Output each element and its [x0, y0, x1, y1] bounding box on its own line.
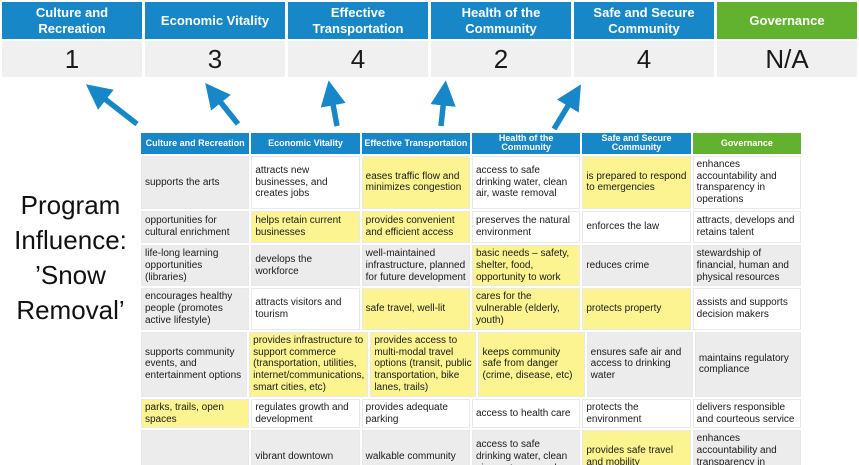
summary-header-safe-and-secure-community: Safe and Secure Community [574, 2, 714, 39]
matrix-cell-r6c2: regulates growth and development [251, 398, 360, 429]
matrix-cell-r7c4: access to safe drinking water, clean air… [472, 430, 581, 465]
matrix-header-culture-and-recreation: Culture and Recreation [141, 133, 250, 154]
matrix-cell-r2c4: preserves the natural environment [472, 211, 581, 244]
table-row: supports community events, and entertain… [141, 331, 801, 397]
matrix-cell-r4c2: attracts visitors and tourism [251, 288, 360, 330]
table-row: supports the arts attracts new businesses… [141, 155, 801, 210]
summary-header-governance: Governance [717, 2, 857, 39]
summary-header-culture-and-recreation: Culture and Recreation [2, 2, 142, 39]
matrix-header-safe-and-secure-community: Safe and Secure Community [582, 133, 691, 154]
summary-score-culture-and-recreation: 1 [2, 41, 142, 77]
arrow-up-icon [320, 80, 346, 127]
table-row: parks, trails, open spaces regulates grow… [141, 398, 801, 429]
matrix-cell-r2c5: enforces the law [582, 211, 691, 244]
summary-header-effective-transportation: Effective Transportation [288, 2, 428, 39]
matrix-cell-r5c6: maintains regulatory compliance [694, 331, 801, 397]
arrow-up-icon [205, 82, 241, 126]
summary-header-economic-vitality: Economic Vitality [145, 2, 285, 39]
matrix-cell-r2c1: opportunities for cultural enrichment [141, 211, 250, 244]
summary-band: Culture and Recreation Economic Vitality E… [2, 2, 857, 77]
matrix-cell-r5c5: ensures safe air and access to drinking … [586, 331, 693, 397]
arrow-up-icon [551, 84, 581, 131]
summary-score-economic-vitality: 3 [145, 41, 285, 77]
matrix-cell-r7c5: provides safe travel and mobility [582, 430, 691, 465]
matrix-cell-r3c5: reduces crime [582, 245, 691, 287]
matrix-cell-r1c4: access to safe drinking water, clean air… [472, 155, 581, 210]
summary-score-health-of-the-community: 2 [431, 41, 571, 77]
matrix-cell-r6c6: delivers responsible and courteous servi… [692, 398, 801, 429]
matrix-cell-r4c6: assists and supports decision makers [692, 288, 801, 330]
matrix-cell-r3c6: stewardship of financial, human and phys… [692, 245, 801, 287]
arrow-up-icon [85, 84, 139, 127]
matrix-header-governance: Governance [692, 133, 801, 154]
matrix-header-row: Culture and Recreation Economic Vitality E… [141, 133, 801, 154]
matrix-cell-r7c1 [141, 430, 250, 465]
matrix-cell-r2c3: provides convenient and efficient access [361, 211, 470, 244]
matrix-cell-r6c5: protects the environment [582, 398, 691, 429]
matrix-header-health-of-the-community: Health of the Community [472, 133, 581, 154]
matrix-cell-r3c3: well-maintained infrastructure, planned … [361, 245, 470, 287]
matrix-cell-r7c2: vibrant downtown [251, 430, 360, 465]
table-row: life-long learning opportunities (librar… [141, 245, 801, 287]
matrix-cell-r1c6: enhances accountability and transparency… [692, 155, 801, 210]
matrix-cell-r5c1: supports community events, and entertain… [141, 331, 248, 397]
matrix-cell-r6c3: provides adequate parking [361, 398, 470, 429]
matrix-cell-r3c4: basic needs – safety, shelter, food, opp… [472, 245, 581, 287]
table-row: opportunities for cultural enrichment hel… [141, 211, 801, 244]
matrix-cell-r4c3: safe travel, well-lit [361, 288, 470, 330]
arrow-up-icon [430, 80, 456, 127]
matrix-cell-r2c2: helps retain current businesses [251, 211, 360, 244]
matrix-cell-r5c3: provides access to multi-modal travel op… [370, 331, 477, 397]
matrix-cell-r1c2: attracts new businesses, and creates job… [251, 155, 360, 210]
matrix-cell-r6c4: access to health care [472, 398, 581, 429]
summary-header-health-of-the-community: Health of the Community [431, 2, 571, 39]
arrows-overlay [85, 80, 581, 131]
influence-matrix: Culture and Recreation Economic Vitality E… [141, 133, 801, 465]
matrix-cell-r1c1: supports the arts [141, 155, 250, 210]
matrix-cell-r6c1: parks, trails, open spaces [141, 398, 250, 429]
matrix-cell-r3c2: develops the workforce [251, 245, 360, 287]
matrix-cell-r7c6: enhances accountability and transparency… [692, 430, 801, 465]
summary-score-governance: N/A [717, 41, 857, 77]
summary-score-effective-transportation: 4 [288, 41, 428, 77]
matrix-header-economic-vitality: Economic Vitality [251, 133, 360, 154]
matrix-cell-r2c6: attracts, develops and retains talent [692, 211, 801, 244]
matrix-cell-r1c5: is prepared to respond to emergencies [582, 155, 691, 210]
matrix-cell-r5c4: keeps community safe from danger (crime,… [478, 331, 585, 397]
matrix-cell-r5c2: provides infrastructure to support comme… [249, 331, 369, 397]
table-row: vibrant downtown walkable community access… [141, 430, 801, 465]
table-row: encourages healthy people (promotes acti… [141, 288, 801, 330]
matrix-header-effective-transportation: Effective Transportation [361, 133, 470, 154]
summary-score-safe-and-secure-community: 4 [574, 41, 714, 77]
matrix-cell-r4c5: protects property [582, 288, 691, 330]
matrix-cell-r7c3: walkable community [361, 430, 470, 465]
page-title: Program Influence: ’Snow Removal’ [14, 190, 127, 326]
matrix-cell-r1c3: eases traffic flow and minimizes congest… [361, 155, 470, 210]
matrix-cell-r4c1: encourages healthy people (promotes acti… [141, 288, 250, 330]
matrix-cell-r4c4: cares for the vulnerable (elderly, youth… [472, 288, 581, 330]
matrix-cell-r3c1: life-long learning opportunities (librar… [141, 245, 250, 287]
